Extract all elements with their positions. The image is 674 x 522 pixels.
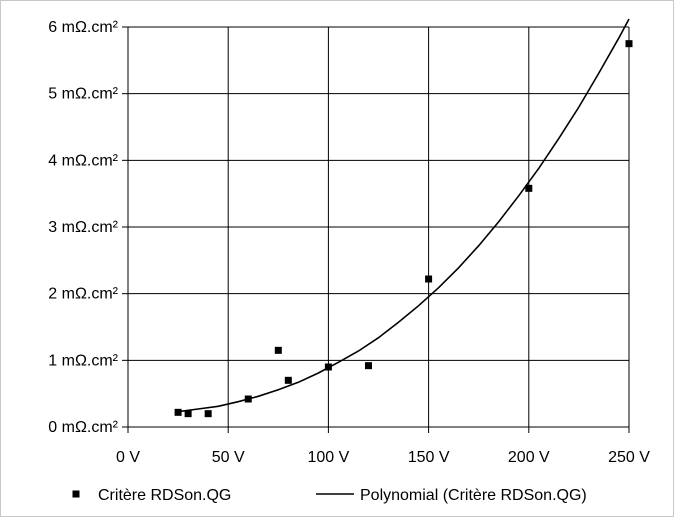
y-tick-label: 4 mΩ.cm² bbox=[48, 152, 118, 169]
data-point-marker bbox=[274, 346, 282, 354]
x-tick-label: 50 V bbox=[212, 449, 245, 466]
data-point-marker bbox=[525, 184, 533, 192]
y-tick-label: 0 mΩ.cm² bbox=[48, 419, 118, 436]
data-point-marker bbox=[204, 410, 212, 418]
y-tick-label: 6 mΩ.cm² bbox=[48, 19, 118, 36]
x-tick-label: 250 V bbox=[608, 449, 650, 466]
y-tick-label: 1 mΩ.cm² bbox=[48, 352, 118, 369]
x-tick-label: 0 V bbox=[116, 449, 140, 466]
x-tick-label: 100 V bbox=[307, 449, 349, 466]
data-point-marker bbox=[174, 408, 182, 416]
plot-series bbox=[174, 18, 633, 418]
data-point-marker bbox=[364, 362, 372, 370]
trendline-polynomial bbox=[177, 18, 630, 413]
data-point-marker bbox=[425, 275, 433, 283]
legend-label: Critère RDSon.QG bbox=[98, 487, 231, 504]
grid-lines bbox=[128, 26, 630, 427]
legend: Critère RDSon.QG Polynomial (Critère RDSo… bbox=[72, 487, 587, 504]
data-point-marker bbox=[625, 40, 633, 48]
axes: 0 V 50 V 100 V 150 V 200 V 250 V 0 mΩ.cm² 1 mΩ.… bbox=[48, 19, 650, 466]
legend-marker-symbol bbox=[72, 490, 80, 498]
legend-label: Polynomial (Critère RDSon.QG) bbox=[360, 487, 587, 504]
y-tick-label: 3 mΩ.cm² bbox=[48, 219, 118, 236]
x-tick-label: 150 V bbox=[408, 449, 450, 466]
x-tick-label: 200 V bbox=[508, 449, 550, 466]
data-point-marker bbox=[284, 376, 292, 384]
y-tick-label: 5 mΩ.cm² bbox=[48, 86, 118, 103]
data-point-marker bbox=[184, 410, 192, 418]
y-tick-label: 2 mΩ.cm² bbox=[48, 286, 118, 303]
